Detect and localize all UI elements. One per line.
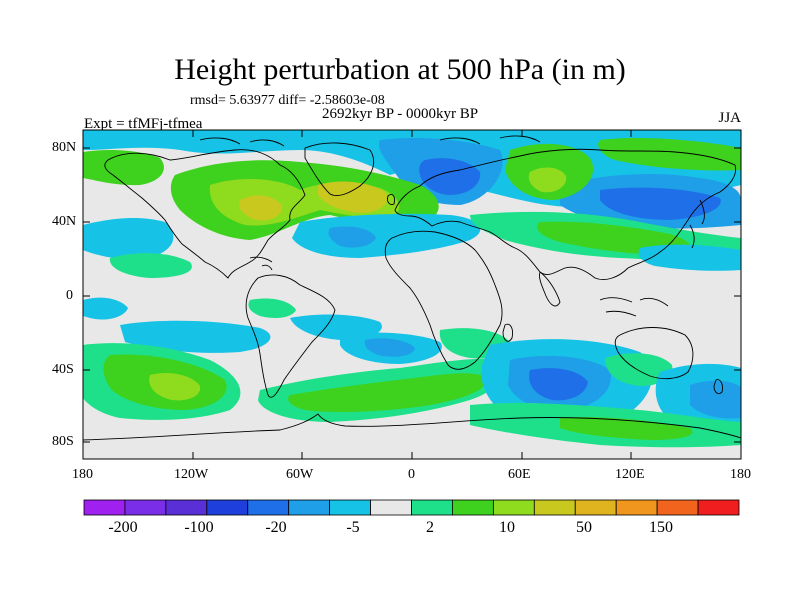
coast-antarctica	[83, 413, 741, 441]
colorbar-swatch	[206, 499, 249, 516]
coastlines	[83, 135, 741, 441]
y-tick-label: 80S	[52, 434, 74, 449]
coast-arctic-islands	[199, 135, 541, 147]
colorbar-label: 150	[649, 519, 673, 536]
field-alaska-green	[83, 150, 164, 186]
colorbar-label: -20	[265, 519, 287, 536]
axis-ticks	[82, 130, 742, 459]
y-tick-label: 40S	[52, 362, 74, 377]
colorbar-label: -5	[346, 519, 360, 536]
colorbar-swatch	[83, 499, 126, 516]
colorbar-swatch	[492, 499, 535, 516]
colorbar-label: 2	[426, 519, 434, 536]
coast-eurasia	[394, 148, 737, 280]
colorbar-swatch	[697, 499, 740, 516]
colorbar-swatch	[533, 499, 576, 516]
x-tick-label: 120E	[615, 467, 645, 482]
field-chile-green	[248, 298, 296, 318]
experiment-label: Expt = tfMFj-tfmea	[84, 116, 203, 132]
colorbar	[83, 499, 740, 516]
coast-india	[539, 271, 561, 307]
x-tick-label: 0	[408, 467, 415, 482]
colorbar-swatch	[124, 499, 167, 516]
coast-madagascar	[502, 323, 513, 342]
colorbar-swatch	[370, 499, 412, 516]
season-label: JJA	[718, 110, 741, 126]
rmsd-stats: rmsd= 5.63977 diff= -2.58603e-08	[190, 93, 385, 108]
coast-british-isles	[387, 193, 395, 205]
colorbar-swatch	[329, 499, 371, 516]
y-tick-label: 0	[66, 288, 73, 303]
coast-greenland	[304, 142, 374, 197]
x-tick-label: 120W	[174, 467, 209, 482]
field-npac-east-blue	[83, 297, 128, 320]
field-npac-blue	[83, 218, 174, 260]
coast-africa	[384, 230, 503, 370]
colorbar-swatch	[574, 499, 617, 516]
coast-north-america	[104, 149, 306, 279]
colorbar-swatch	[288, 499, 331, 516]
x-tick-label: 180	[730, 467, 751, 482]
field-arctic-green-east	[598, 137, 741, 171]
colorbar-label: 50	[576, 519, 592, 536]
time-period: 2692kyr BP - 0000kyr BP	[322, 106, 479, 122]
field-spac-yellow	[149, 373, 201, 401]
coast-indonesia	[599, 297, 669, 317]
coast-caribbean	[249, 256, 273, 271]
x-tick-label: 60E	[508, 467, 531, 482]
field-westpac-blue	[638, 244, 741, 271]
colorbar-swatch	[615, 499, 658, 516]
coast-south-america	[245, 274, 336, 398]
field-swpac-midblue	[690, 380, 741, 419]
colorbar-swatch	[247, 499, 290, 516]
field-arctic-blue-core	[419, 158, 481, 195]
field-asia-blue-core	[600, 187, 721, 220]
field-natl-midblue	[328, 226, 376, 248]
field-indian-blue-core	[529, 368, 588, 401]
field-satl-green-core	[288, 373, 488, 413]
y-tick-label: 80N	[52, 140, 77, 155]
coast-japan	[689, 199, 705, 249]
y-tick-label: 40N	[52, 214, 77, 229]
field-namerica-olive	[238, 195, 283, 221]
colorbar-label: -100	[184, 519, 214, 536]
colorbar-swatch	[411, 499, 453, 516]
coast-australia	[614, 327, 694, 380]
colorbar-swatch	[452, 499, 494, 516]
contour-field	[83, 130, 741, 459]
x-tick-label: 60W	[286, 467, 314, 482]
figure-title: Height perturbation at 500 hPa (in m)	[174, 53, 626, 86]
field-siberia-yellow	[528, 167, 567, 193]
colorbar-label: 10	[499, 519, 515, 536]
coast-new-zealand	[713, 379, 723, 395]
x-tick-label: 180	[72, 467, 93, 482]
colorbar-label: -200	[108, 519, 138, 536]
field-spac-blue-1	[120, 320, 271, 353]
field-mexico-green	[109, 253, 192, 278]
field-satl-blue-core	[364, 338, 415, 357]
colorbar-swatch	[165, 499, 208, 516]
colorbar-swatch	[656, 499, 699, 516]
field-atlantic-olive	[318, 181, 388, 213]
